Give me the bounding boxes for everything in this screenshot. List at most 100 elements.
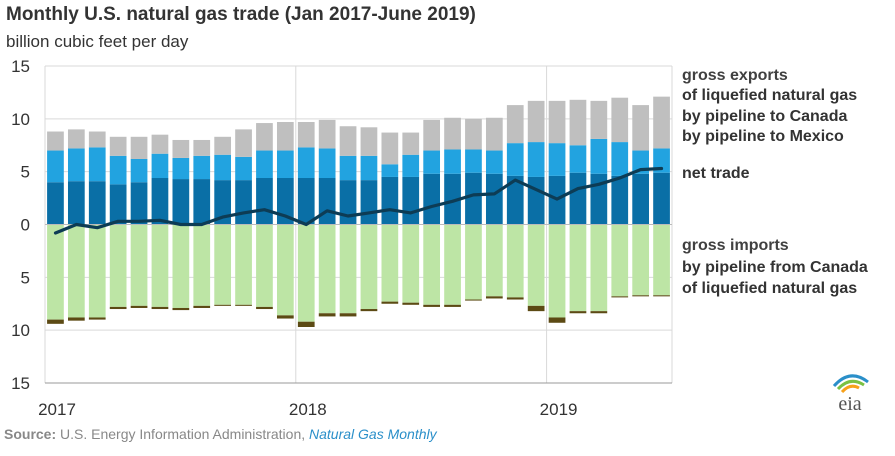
bar-imports-lng bbox=[276, 315, 294, 319]
bar-exports-canada bbox=[130, 158, 148, 183]
bar-exports-lng bbox=[130, 136, 148, 159]
bar-imports-canada bbox=[590, 224, 608, 312]
bar-imports-lng bbox=[444, 304, 461, 307]
bar-imports-lng bbox=[130, 305, 148, 308]
y-tick-label: 15 bbox=[11, 374, 30, 393]
bar-exports-lng bbox=[548, 100, 566, 144]
bar-exports-mexico bbox=[360, 180, 378, 225]
bar-imports-canada bbox=[548, 224, 566, 318]
bar-imports-lng bbox=[423, 304, 441, 307]
bar-imports-lng bbox=[381, 301, 399, 304]
bar-exports-lng bbox=[590, 100, 608, 139]
bar-exports-lng bbox=[214, 136, 232, 155]
bar-imports-lng bbox=[67, 317, 85, 321]
bar-imports-canada bbox=[485, 224, 503, 297]
bar-exports-mexico bbox=[339, 180, 357, 225]
bar-imports-canada bbox=[506, 224, 524, 298]
bar-imports-lng bbox=[339, 313, 357, 317]
bar-exports-mexico bbox=[632, 173, 650, 225]
bar-exports-mexico bbox=[569, 172, 587, 225]
bar-exports-mexico bbox=[297, 178, 315, 225]
bar-imports-lng bbox=[548, 317, 566, 323]
bar-exports-mexico bbox=[444, 173, 461, 225]
bar-exports-mexico bbox=[47, 182, 64, 225]
bar-imports-lng bbox=[47, 319, 64, 324]
bar-exports-lng bbox=[381, 132, 399, 165]
bar-imports-lng bbox=[653, 295, 670, 297]
bar-exports-mexico bbox=[402, 176, 420, 225]
bar-imports-canada bbox=[88, 224, 106, 318]
source-label: Source: bbox=[4, 426, 57, 442]
y-tick-label: 10 bbox=[11, 321, 30, 340]
bar-imports-lng bbox=[569, 311, 587, 314]
chart-title: Monthly U.S. natural gas trade (Jan 2017… bbox=[6, 4, 476, 25]
bar-exports-mexico bbox=[423, 173, 441, 225]
bar-exports-lng bbox=[47, 131, 64, 151]
bar-imports-lng bbox=[172, 307, 190, 311]
bar-exports-lng bbox=[318, 119, 336, 149]
bar-exports-lng bbox=[172, 139, 190, 158]
bar-exports-lng bbox=[235, 129, 252, 157]
legend-imports-lng: of liquefied natural gas bbox=[682, 280, 858, 297]
bar-exports-canada bbox=[402, 154, 420, 177]
bar-imports-canada bbox=[151, 224, 169, 307]
bar-imports-lng bbox=[235, 304, 252, 306]
net-trade-line bbox=[53, 166, 664, 235]
legend-exports-lng: of liquefied natural gas bbox=[682, 87, 858, 104]
legend-exports-mexico: by pipeline to Mexico bbox=[682, 128, 844, 145]
legend-imports-canada: by pipeline from Canada bbox=[682, 259, 868, 276]
legend-gross-imports: gross imports bbox=[682, 237, 789, 254]
source-publication: Natural Gas Monthly bbox=[309, 426, 437, 442]
bar-exports-lng bbox=[444, 117, 461, 150]
bar-exports-mexico bbox=[381, 176, 399, 225]
bar-exports-mexico bbox=[485, 173, 503, 225]
bar-exports-lng bbox=[632, 105, 650, 151]
bar-imports-canada bbox=[465, 224, 482, 300]
bar-imports-lng bbox=[297, 321, 315, 327]
bar-imports-lng bbox=[506, 297, 524, 300]
bar-exports-lng bbox=[151, 134, 169, 154]
bar-exports-canada bbox=[235, 156, 252, 181]
bar-imports-lng bbox=[256, 306, 273, 310]
bar-exports-canada bbox=[193, 155, 211, 180]
y-tick-label: 15 bbox=[11, 57, 30, 76]
bar-exports-canada bbox=[318, 148, 336, 179]
bar-imports-canada bbox=[423, 224, 441, 305]
bar-exports-mexico bbox=[67, 181, 85, 225]
bar-exports-canada bbox=[88, 147, 106, 182]
legend-exports-canada: by pipeline to Canada bbox=[682, 108, 848, 125]
bar-exports-lng bbox=[360, 127, 378, 156]
bar-imports-lng bbox=[590, 311, 608, 314]
bar-imports-canada bbox=[109, 224, 127, 307]
bar-imports-canada bbox=[256, 224, 273, 307]
bar-imports-canada bbox=[47, 224, 64, 320]
bar-imports-canada bbox=[67, 224, 85, 318]
legend-net-trade: net trade bbox=[682, 165, 750, 182]
bar-exports-lng bbox=[193, 139, 211, 156]
bar-exports-mexico bbox=[151, 178, 169, 225]
bar-imports-canada bbox=[360, 224, 378, 310]
bar-exports-mexico bbox=[527, 176, 545, 225]
bar-exports-mexico bbox=[109, 184, 127, 225]
bar-exports-lng bbox=[569, 99, 587, 146]
bar-exports-lng bbox=[423, 119, 441, 151]
bar-exports-canada bbox=[548, 143, 566, 176]
bar-imports-lng bbox=[611, 296, 629, 298]
bar-imports-lng bbox=[193, 305, 211, 308]
bar-exports-canada bbox=[569, 145, 587, 173]
bar-imports-canada bbox=[527, 224, 545, 306]
bar-imports-canada bbox=[444, 224, 461, 305]
bar-exports-lng bbox=[611, 97, 629, 143]
bar-imports-canada bbox=[611, 224, 629, 297]
bar-imports-canada bbox=[318, 224, 336, 314]
bar-exports-canada bbox=[172, 157, 190, 180]
eia-logo-text: eia bbox=[838, 393, 861, 415]
bar-imports-lng bbox=[88, 317, 106, 320]
bar-exports-canada bbox=[423, 150, 441, 174]
bar-imports-canada bbox=[214, 224, 232, 305]
bar-exports-mexico bbox=[88, 181, 106, 225]
bar-exports-canada bbox=[360, 155, 378, 181]
bar-exports-lng bbox=[67, 129, 85, 149]
bar-imports-canada bbox=[193, 224, 211, 306]
